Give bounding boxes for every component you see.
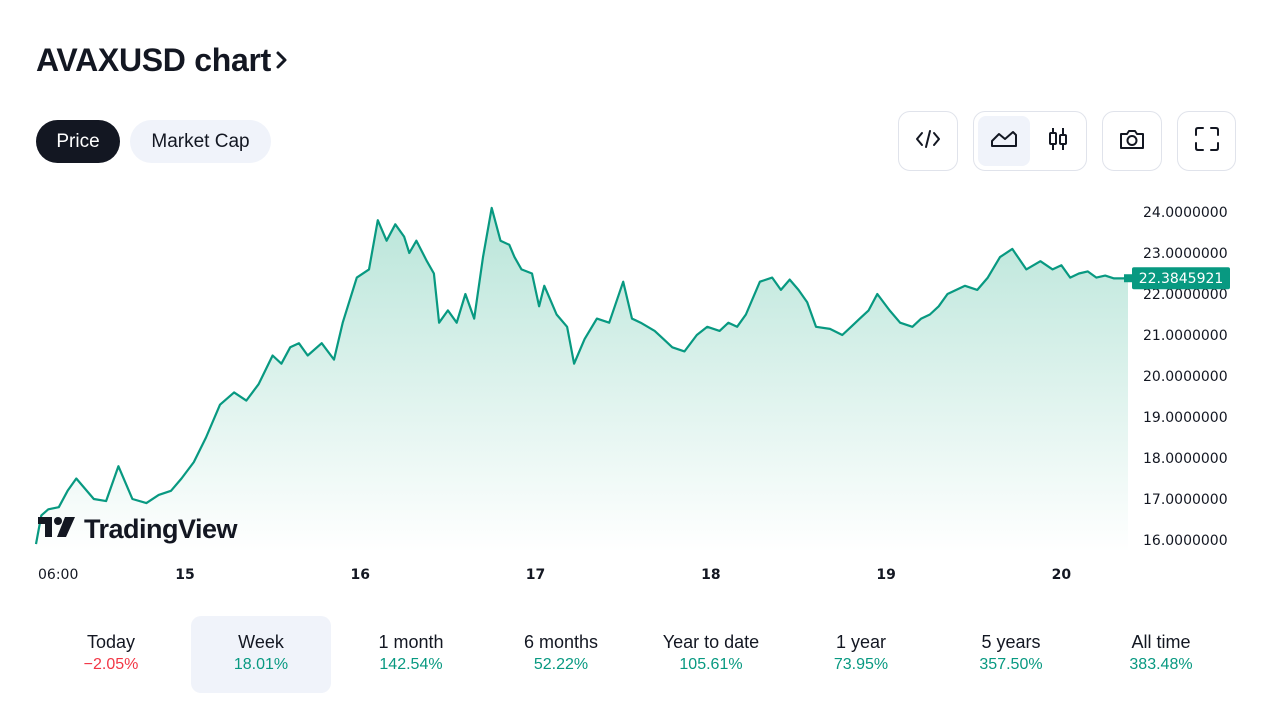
x-tick-label: 06:00 [38,567,78,583]
area-chart-icon [990,128,1018,155]
period-label: All time [1131,632,1191,652]
period-change: 18.01% [233,656,289,673]
chevron-right-icon [275,49,289,71]
tradingview-watermark[interactable]: TradingView [38,514,238,545]
y-tick-label: 24.0000000 [1143,205,1228,221]
period-label: 6 months [523,632,599,652]
period-year-to-date[interactable]: Year to date 105.61% [641,616,781,693]
price-chart[interactable]: 24.0000000 23.0000000 22.0000000 21.0000000… [0,180,1280,590]
screenshot-button[interactable] [1106,116,1158,166]
x-tick-label: 15 [175,567,194,583]
y-tick-label: 21.0000000 [1143,328,1228,344]
period-all-time[interactable]: All time 383.48% [1091,616,1231,693]
period-label: 1 month [378,632,444,652]
period-label: Today [86,632,136,652]
period-label: 5 years [981,632,1041,652]
y-tick-label: 22.0000000 [1143,287,1228,303]
period-5-years[interactable]: 5 years 357.50% [941,616,1081,693]
fullscreen-icon [1194,126,1220,157]
period-change: 52.22% [533,656,589,673]
period-today[interactable]: Today −2.05% [41,616,181,693]
tab-market-cap[interactable]: Market Cap [130,120,271,163]
period-label: Week [238,632,284,652]
period-week[interactable]: Week 18.01% [191,616,331,693]
performance-periods: Today −2.05% Week 18.01% 1 month 142.54%… [36,616,1244,693]
period-change: 142.54% [379,656,443,673]
fullscreen-button-group [1177,111,1236,171]
x-tick-label: 19 [876,567,895,583]
period-change: 73.95% [833,656,889,673]
candlestick-icon [1047,126,1069,157]
area-chart-button[interactable] [978,116,1030,166]
embed-button-group [898,111,958,171]
chart-style-group [973,111,1087,171]
tradingview-wordmark: TradingView [84,514,238,544]
period-change: 357.50% [979,656,1043,673]
tradingview-logo-icon [38,515,76,544]
x-tick-label: 20 [1052,567,1072,583]
period-1-year[interactable]: 1 year 73.95% [791,616,931,693]
price-area-fill [36,207,1128,552]
embed-code-icon [915,128,941,155]
price-line [34,206,1129,545]
last-price-tag [1132,267,1230,290]
y-tick-label: 18.0000000 [1143,451,1228,467]
y-tick-label: 23.0000000 [1143,246,1228,262]
screenshot-button-group [1102,111,1162,171]
embed-code-button[interactable] [902,116,954,166]
fullscreen-button[interactable] [1181,116,1233,166]
chart-title-link[interactable]: AVAXUSD chart [36,38,289,82]
y-tick-label: 17.0000000 [1143,492,1228,508]
x-tick-label: 17 [526,567,545,583]
period-change: 105.61% [679,656,743,673]
period-change: −2.05% [83,656,139,673]
candlestick-button[interactable] [1032,116,1084,166]
last-price-marker [1124,274,1132,283]
period-1-month[interactable]: 1 month 142.54% [341,616,481,693]
tab-price[interactable]: Price [36,120,120,163]
x-tick-label: 16 [351,567,370,583]
x-tick-label: 18 [701,567,720,583]
period-label: 1 year [835,632,887,652]
y-tick-label: 16.0000000 [1143,533,1228,549]
camera-icon [1118,127,1146,156]
y-tick-label: 20.0000000 [1143,369,1228,385]
period-change: 383.48% [1129,656,1193,673]
page-title: AVAXUSD chart [36,41,271,78]
period-6-months[interactable]: 6 months 52.22% [491,616,631,693]
y-tick-label: 19.0000000 [1143,410,1228,426]
period-label: Year to date [662,632,760,652]
last-price-label: 22.3845921 [1139,271,1224,287]
